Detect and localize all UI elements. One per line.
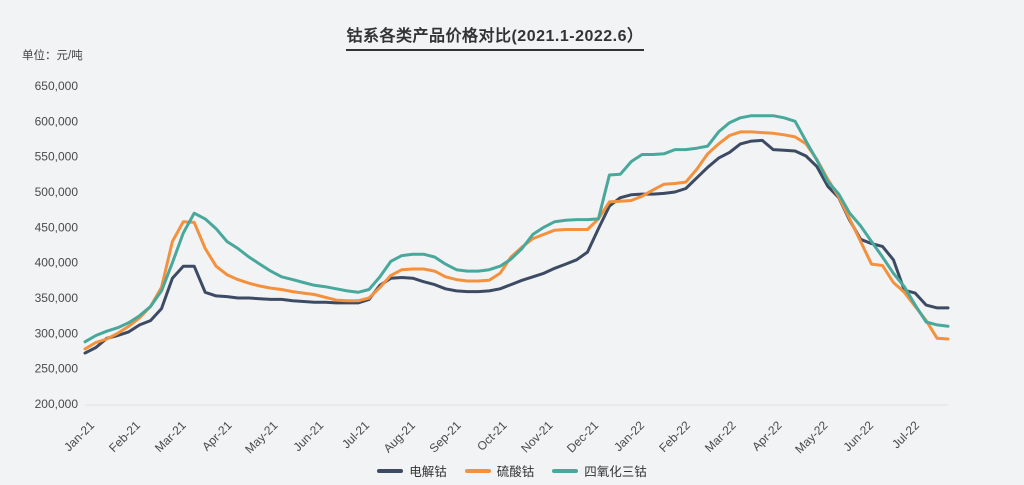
x-axis-tick-label: Sep-21: [427, 418, 464, 455]
x-axis-tick-label: Dec-21: [564, 418, 601, 455]
x-axis-tick-label: Nov-21: [518, 418, 555, 455]
x-axis-tick-label: Aug-21: [381, 418, 418, 455]
x-axis-tick-label: Jul-22: [889, 418, 922, 451]
y-axis-tick-label: 550,000: [35, 150, 79, 164]
y-axis-tick-label: 450,000: [35, 220, 79, 234]
y-axis-tick-label: 650,000: [35, 79, 79, 93]
legend: 电解钴 硫酸钴 四氧化三钴: [0, 461, 1024, 480]
x-axis-tick-label: Apr-21: [199, 418, 235, 454]
x-axis-tick-label: Jan-21: [61, 418, 97, 454]
y-axis-tick-label: 300,000: [35, 326, 79, 340]
x-axis-tick-label: May-22: [792, 418, 830, 456]
y-axis-tick-label: 400,000: [35, 256, 79, 270]
series-line-0-电解钴: [83, 138, 950, 355]
legend-label: 硫酸钴: [496, 465, 535, 479]
x-axis-tick-label: Jan-22: [611, 418, 647, 454]
x-axis-tick-label: Jun-22: [840, 418, 876, 454]
x-axis-tick-label: Oct-21: [474, 418, 510, 454]
y-axis-tick-label: 600,000: [35, 114, 79, 128]
series-line-2-四氧化三钴: [83, 114, 950, 344]
y-axis-tick-label: 250,000: [35, 362, 79, 376]
x-axis-tick-label: Feb-22: [656, 418, 693, 455]
legend-item-2[interactable]: 四氧化三钴: [552, 461, 647, 480]
y-axis-tick-label: 350,000: [35, 291, 79, 305]
x-axis-tick-label: Jul-21: [339, 418, 372, 451]
y-axis-unit-label: 单位：元/吨: [22, 50, 83, 62]
legend-line-swatch: [464, 468, 491, 473]
x-axis-tick-label: Mar-22: [702, 418, 739, 455]
legend-label: 四氧化三钴: [584, 465, 647, 479]
legend-label: 电解钴: [409, 465, 447, 479]
x-axis-tick-label: Mar-21: [152, 418, 189, 455]
chart-title-wrap: 钴系各类产品价格对比(2021.1-2022.6）: [0, 22, 990, 51]
legend-item-1[interactable]: 硫酸钴: [464, 461, 535, 480]
x-axis-tick-label: Feb-21: [106, 418, 143, 455]
legend-item-0[interactable]: 电解钴: [377, 461, 447, 480]
x-axis-tick-label: Jun-21: [290, 418, 326, 454]
y-axis-tick-label: 200,000: [35, 397, 79, 411]
x-axis-tick-label: Apr-22: [749, 418, 785, 454]
chart-title: 钴系各类产品价格对比(2021.1-2022.6）: [346, 22, 644, 51]
legend-line-swatch: [552, 468, 579, 473]
legend-line-swatch: [377, 468, 404, 473]
y-axis-tick-label: 500,000: [35, 185, 79, 199]
x-axis-tick-label: May-21: [242, 418, 280, 456]
